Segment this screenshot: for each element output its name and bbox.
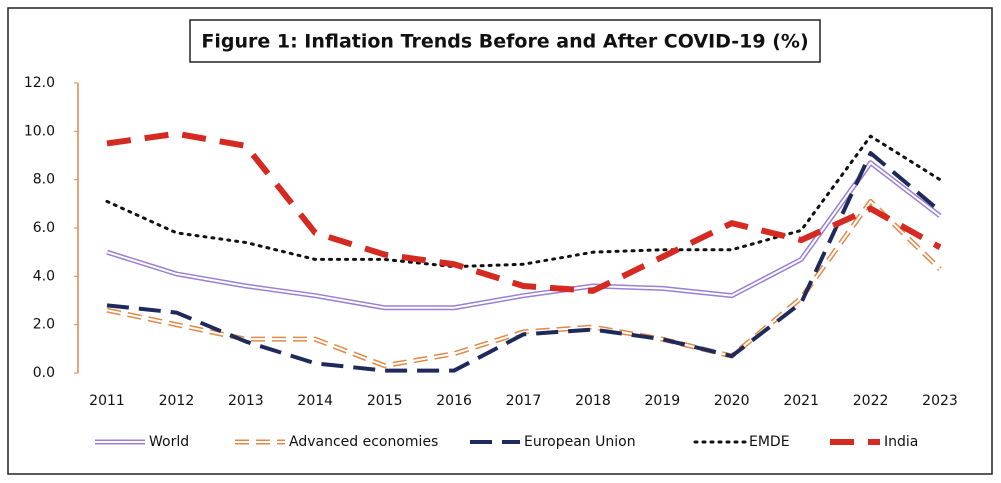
x-tick-label: 2018: [575, 393, 611, 409]
x-tick-label: 2021: [783, 393, 819, 409]
title-box: [189, 19, 821, 63]
y-tick-label: 0.0: [33, 365, 55, 381]
series-line: [106, 130, 942, 294]
x-tick-label: 2011: [89, 393, 125, 409]
legend-label: European Union: [524, 434, 636, 450]
chart-title: Figure 1: Inflation Trends Before and Af…: [201, 31, 808, 53]
series-line: [106, 151, 942, 373]
x-tick-label: 2022: [853, 393, 889, 409]
y-tick-label: 10.0: [24, 123, 55, 139]
x-tick-label: 2019: [645, 393, 681, 409]
x-tick-label: 2023: [922, 393, 958, 409]
line-inner: [106, 161, 941, 309]
x-tick-label: 2017: [506, 393, 542, 409]
y-tick-label: 6.0: [33, 220, 55, 236]
frame: [7, 7, 993, 475]
series-line: [105, 134, 942, 269]
x-tick-label: 2012: [159, 393, 195, 409]
legend-label: World: [149, 434, 189, 450]
legend-label: Advanced economies: [289, 434, 438, 450]
x-tick-label: 2014: [297, 393, 333, 409]
x-tick-label: 2016: [436, 393, 472, 409]
line-inner: [106, 200, 941, 367]
y-tick-label: 12.0: [24, 75, 55, 91]
x-tick-label: 2013: [228, 393, 264, 409]
y-tick-label: 4.0: [33, 268, 55, 284]
x-tick-label: 2020: [714, 393, 750, 409]
legend-label: EMDE: [749, 434, 790, 450]
x-tick-label: 2015: [367, 393, 403, 409]
y-tick-label: 8.0: [33, 172, 55, 188]
legend-label: India: [884, 434, 918, 450]
y-tick-label: 2.0: [33, 317, 55, 333]
